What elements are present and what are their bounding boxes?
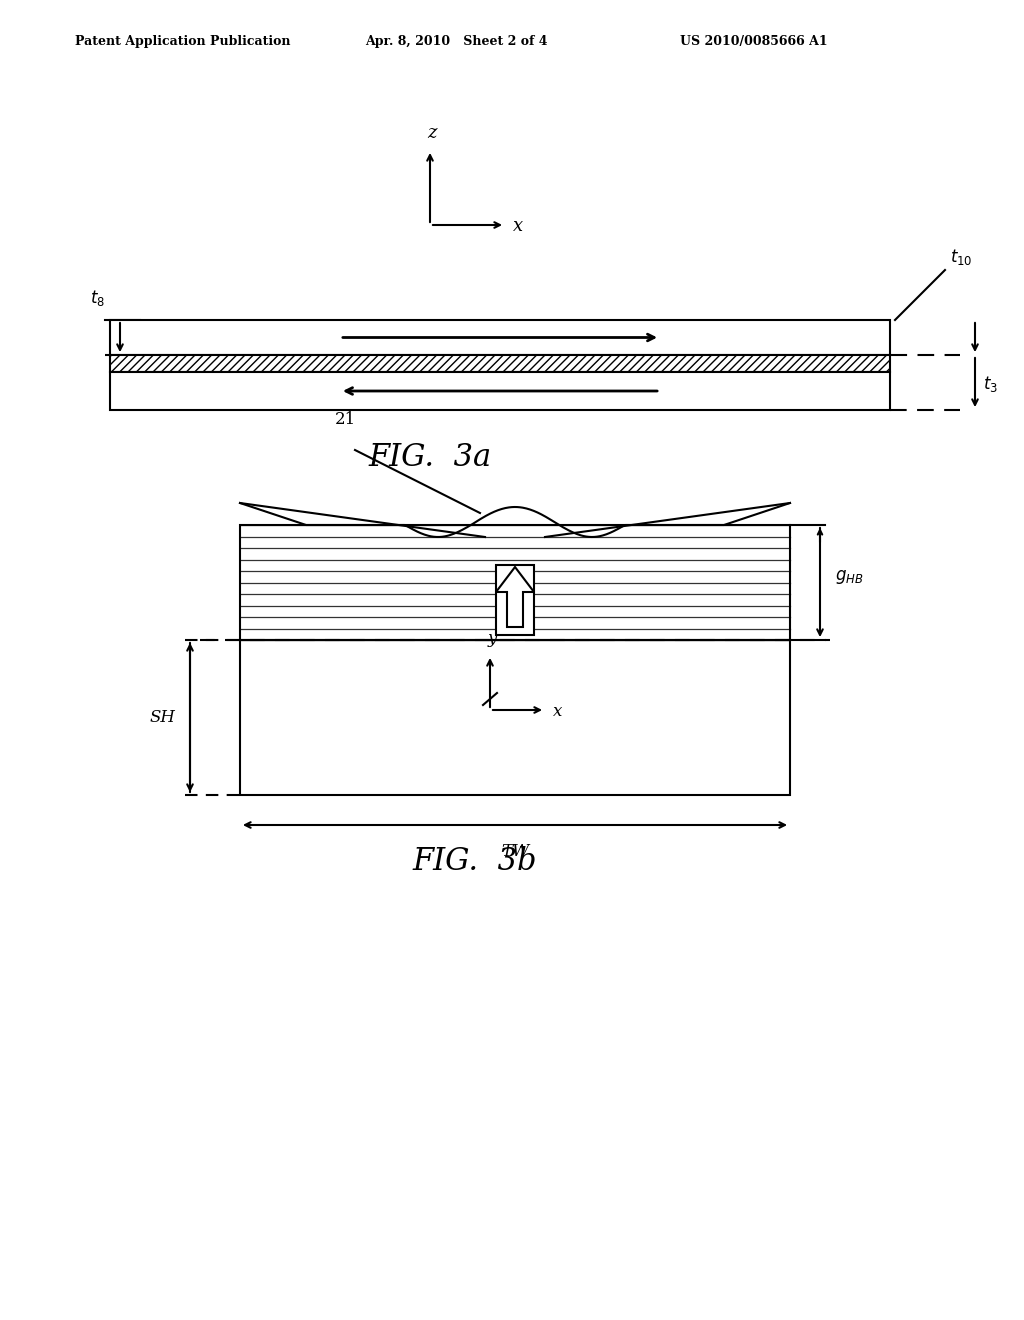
Text: x: x <box>553 702 562 719</box>
Bar <box>110 355 890 372</box>
Text: $g_{HB}$: $g_{HB}$ <box>835 569 863 586</box>
Text: US 2010/0085666 A1: US 2010/0085666 A1 <box>680 36 827 48</box>
Text: TW: TW <box>501 843 529 861</box>
Text: FIG.  3a: FIG. 3a <box>369 442 492 474</box>
Bar <box>496 565 534 635</box>
Text: SH: SH <box>150 709 175 726</box>
Text: $t_{10}$: $t_{10}$ <box>950 247 973 267</box>
Text: $t_8$: $t_8$ <box>90 288 105 308</box>
Text: y: y <box>487 630 497 647</box>
Text: x: x <box>513 216 523 235</box>
Text: Apr. 8, 2010   Sheet 2 of 4: Apr. 8, 2010 Sheet 2 of 4 <box>365 36 548 48</box>
Bar <box>240 525 790 640</box>
Bar <box>110 372 890 411</box>
Bar <box>110 319 890 355</box>
Text: z: z <box>427 124 437 143</box>
Text: Patent Application Publication: Patent Application Publication <box>75 36 291 48</box>
Text: $t_3$: $t_3$ <box>983 375 998 395</box>
Text: FIG.  3b: FIG. 3b <box>413 846 538 878</box>
Bar <box>240 640 790 795</box>
Polygon shape <box>496 568 534 627</box>
Text: 21: 21 <box>335 411 355 428</box>
